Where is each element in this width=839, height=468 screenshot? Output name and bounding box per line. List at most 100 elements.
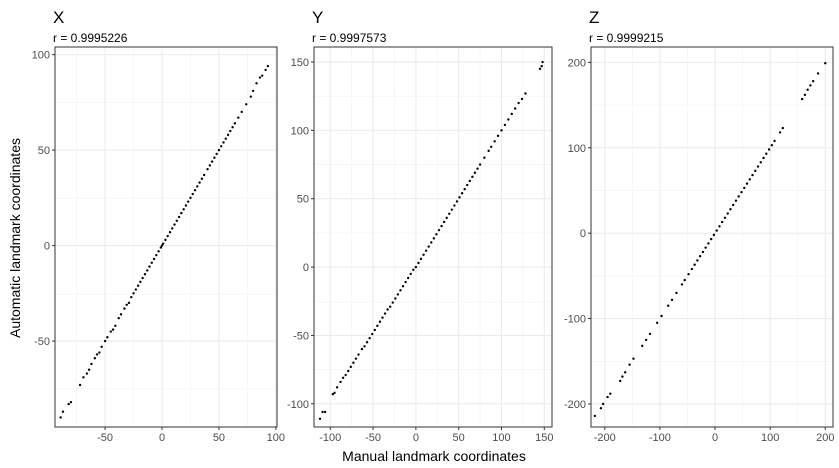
data-point: [704, 246, 707, 249]
data-point: [767, 148, 771, 151]
data-point: [182, 208, 185, 211]
data-point: [707, 242, 710, 245]
data-point: [759, 161, 762, 164]
y-tick-label: 50: [38, 145, 50, 157]
data-point: [800, 97, 804, 101]
data-point: [368, 336, 371, 340]
panel-x-points: [59, 64, 270, 419]
data-point: [93, 357, 97, 360]
data-point: [606, 395, 609, 399]
panel-y-grid: [314, 47, 552, 427]
y-tick-label: 0: [303, 262, 309, 274]
data-point: [493, 140, 496, 143]
panel-y-title: Y: [312, 8, 323, 27]
data-point: [756, 165, 760, 168]
data-point: [184, 204, 188, 207]
data-point: [500, 129, 503, 132]
data-point: [143, 273, 147, 276]
x-tick-label: 0: [413, 432, 419, 444]
data-point: [146, 269, 149, 272]
data-point: [487, 149, 490, 153]
y-tick-label: 100: [568, 143, 586, 155]
panel-z-subtitle: r = 0.9999215: [589, 31, 664, 45]
data-point: [641, 344, 644, 348]
y-tick-label: 200: [568, 57, 586, 69]
data-point: [435, 233, 438, 236]
data-point: [388, 305, 392, 308]
data-point: [98, 351, 101, 354]
data-point: [743, 186, 746, 190]
data-point: [193, 189, 197, 192]
data-point: [718, 225, 721, 228]
data-point: [196, 185, 199, 188]
data-point: [373, 328, 376, 332]
data-point: [231, 126, 234, 129]
data-point: [365, 341, 369, 344]
data-point: [391, 301, 394, 304]
data-point: [762, 156, 765, 160]
y-tick-label: -100: [564, 314, 586, 326]
data-point: [709, 237, 713, 241]
data-point: [85, 372, 89, 375]
data-point: [417, 261, 420, 265]
panel-y-subtitle: r = 0.9997573: [312, 31, 387, 45]
data-point: [450, 208, 454, 211]
data-point: [261, 74, 264, 77]
data-point: [130, 295, 133, 299]
data-point: [632, 357, 635, 360]
data-point: [166, 234, 169, 238]
x-tick-label: 100: [761, 432, 779, 444]
panel-x-title: X: [53, 8, 64, 27]
data-point: [159, 246, 163, 249]
data-point: [82, 376, 85, 379]
data-point: [748, 178, 751, 181]
data-point: [383, 312, 387, 315]
panel-z: Zr = 0.9999215 -200 -100 0 100 200 -200 -100 0 10…: [564, 8, 834, 444]
data-point: [726, 212, 729, 215]
data-point: [723, 216, 727, 219]
data-point: [266, 64, 270, 68]
data-point: [490, 145, 493, 148]
data-point: [245, 103, 248, 106]
data-point: [376, 324, 379, 328]
data-point: [510, 112, 513, 116]
data-point: [161, 242, 165, 245]
data-point: [458, 196, 461, 199]
panel-y-points: [318, 60, 544, 420]
y-tick-label: 50: [297, 194, 309, 206]
data-point: [409, 272, 412, 276]
data-point: [520, 97, 524, 101]
data-point: [751, 173, 754, 177]
data-point: [394, 297, 397, 300]
data-point: [119, 313, 123, 316]
data-point: [378, 320, 382, 323]
data-point: [412, 268, 415, 272]
data-point: [628, 363, 631, 366]
data-point: [683, 278, 686, 282]
data-point: [427, 245, 430, 248]
data-point: [432, 237, 436, 240]
data-point: [816, 72, 820, 75]
x-tick-label: 200: [816, 432, 834, 444]
data-point: [200, 177, 204, 180]
data-point: [687, 272, 690, 276]
panel-y-border: [313, 46, 553, 428]
panel-x-border: [54, 46, 278, 428]
data-point: [471, 175, 474, 179]
data-point: [503, 123, 507, 127]
x-tick-label: 0: [712, 432, 718, 444]
data-point: [187, 200, 190, 203]
data-point: [809, 84, 812, 87]
data-point: [213, 156, 216, 159]
data-point: [466, 183, 469, 187]
data-point: [206, 168, 209, 171]
y-tick-label: 100: [32, 50, 50, 62]
data-point: [701, 250, 705, 254]
data-point: [401, 285, 405, 288]
data-point: [360, 347, 364, 351]
data-point: [496, 134, 500, 138]
data-point: [341, 376, 345, 379]
data-point: [321, 410, 324, 414]
data-point: [127, 301, 131, 305]
